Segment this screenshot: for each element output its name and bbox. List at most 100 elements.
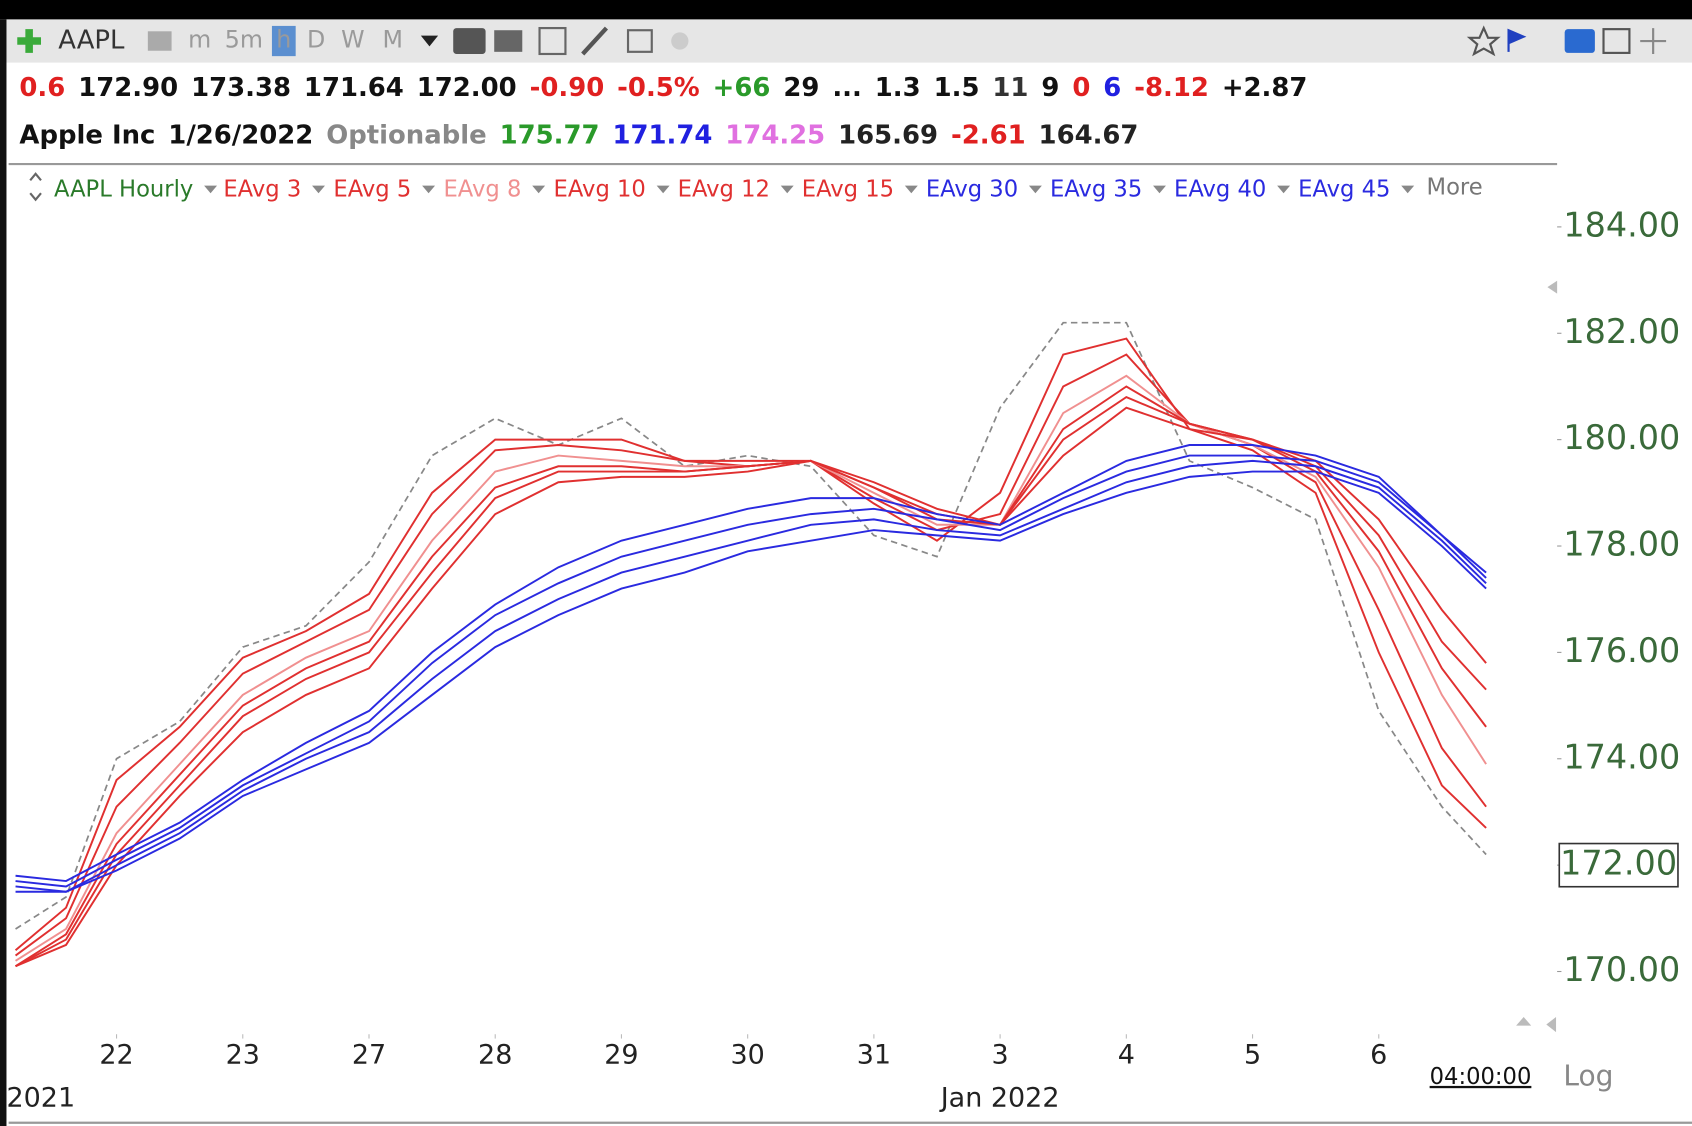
add-icon[interactable] [17,29,42,53]
price-line [15,321,1487,930]
legend-item[interactable]: EAvg 3 [223,177,301,203]
more-button[interactable]: More [1427,174,1483,200]
legend-dropdown[interactable] [204,185,218,194]
quote-value: 171.74 [612,121,712,151]
time-label: 04:00:00 [1430,1064,1532,1090]
quote-value: 175.77 [500,121,600,151]
legend-dropdown[interactable] [1277,185,1291,194]
legend-dropdown[interactable] [1401,185,1415,194]
legend-item[interactable]: EAvg 8 [444,177,522,203]
y-tick-label: 174.00 [1563,737,1680,776]
legend-item[interactable]: EAvg 35 [1050,177,1142,203]
y-tick-label: 182.00 [1563,312,1680,351]
left-border [0,19,7,1126]
quote-value: 164.67 [1039,121,1139,151]
legend-dropdown[interactable] [532,185,546,194]
y-tick-label: 176.00 [1563,631,1680,670]
quote-value: ... [832,73,862,103]
move-icon[interactable] [1640,28,1667,54]
x-tick-label: 28 [478,1039,512,1070]
x-tick-label: 27 [352,1039,386,1070]
print-icon[interactable] [147,31,172,51]
x-tick-label: 3 [992,1039,1009,1070]
quote-value: 1/26/2022 [168,121,313,151]
share-icon[interactable] [671,32,689,50]
quote-value: -0.90 [530,73,605,103]
average-line [15,454,1487,888]
quote-value: -2.61 [951,121,1026,151]
quote-value: 29 [783,73,819,103]
bars-icon[interactable] [494,30,523,52]
favorite-icon[interactable] [1466,25,1501,57]
quote-value: 165.69 [838,121,938,151]
quote-value: 0.6 [19,73,65,103]
quote-value: Optionable [326,121,486,151]
quote-value: +66 [713,73,771,103]
resize-icon[interactable] [29,172,42,202]
y-tick-label: 178.00 [1563,525,1680,564]
legend-item[interactable]: EAvg 12 [678,177,770,203]
quote-value: 172.90 [78,73,178,103]
average-line [14,337,1487,951]
save-icon[interactable] [1602,28,1631,54]
title-bar [0,0,1692,20]
s-icon[interactable] [1564,29,1595,53]
log-toggle[interactable]: Log [1563,1059,1613,1092]
interval-button[interactable]: h [276,26,291,54]
legend-dropdown[interactable] [656,185,670,194]
draw-icon[interactable] [581,26,609,56]
last-value-label: 172.00 [1560,844,1677,883]
quote-value: 1.5 [934,73,980,103]
y-tick-label: 170.00 [1563,950,1680,989]
interval-selected[interactable] [271,25,296,57]
last-value-box [1558,842,1679,888]
average-line [15,385,1487,968]
x-tick-label: 22 [99,1039,133,1070]
scroll-icons[interactable] [1516,1016,1557,1033]
dropdown-icon[interactable] [420,35,439,47]
interval-button[interactable]: 5m [225,26,263,54]
table-icon[interactable] [538,26,567,56]
quote-value: 173.38 [191,73,291,103]
interval-button[interactable]: W [341,26,364,54]
legend-item[interactable]: EAvg 30 [926,177,1018,203]
x-tick-label: 6 [1370,1039,1387,1070]
legend-item[interactable]: EAvg 45 [1298,177,1390,203]
average-line [15,374,1487,962]
legend-item[interactable]: EAvg 15 [802,177,894,203]
x-tick-label: 30 [731,1039,765,1070]
x-tick-label: 31 [857,1039,891,1070]
legend-dropdown[interactable] [422,185,436,194]
legend-dropdown[interactable] [1153,185,1166,194]
quote-value: 9 [1041,73,1059,103]
quote-value: 1.3 [875,73,921,103]
legend-item[interactable]: EAvg 5 [333,177,411,203]
interval-button[interactable]: M [383,26,403,54]
legend-item[interactable]: AAPL Hourly [54,177,193,203]
collapse-icon[interactable] [1547,280,1558,294]
x-tick-label: 4 [1118,1039,1135,1070]
interval-button[interactable]: m [188,26,211,54]
note-icon[interactable] [626,29,653,53]
period-label: 2021 [7,1083,76,1114]
quote-value: Apple Inc [19,121,155,151]
y-tick-label: 180.00 [1563,418,1680,457]
x-tick-label: 23 [226,1039,260,1070]
legend-dropdown[interactable] [904,185,918,194]
symbol[interactable]: AAPL [58,26,125,56]
legend-dropdown[interactable] [780,185,794,194]
quote-value: -0.5% [617,73,700,103]
legend-dropdown[interactable] [312,185,325,194]
legend-item[interactable]: EAvg 40 [1174,177,1266,203]
legend-item[interactable]: EAvg 10 [554,177,646,203]
quote-value: 174.25 [725,121,825,151]
flag-icon[interactable] [1507,28,1527,52]
quote-value: +2.87 [1222,73,1308,103]
y-tick-label: 184.00 [1563,205,1680,244]
legend-dropdown[interactable] [1028,185,1042,194]
interval-button[interactable]: D [307,26,325,54]
quote-value: 171.64 [304,73,404,103]
chart-type-icon[interactable] [453,28,486,54]
